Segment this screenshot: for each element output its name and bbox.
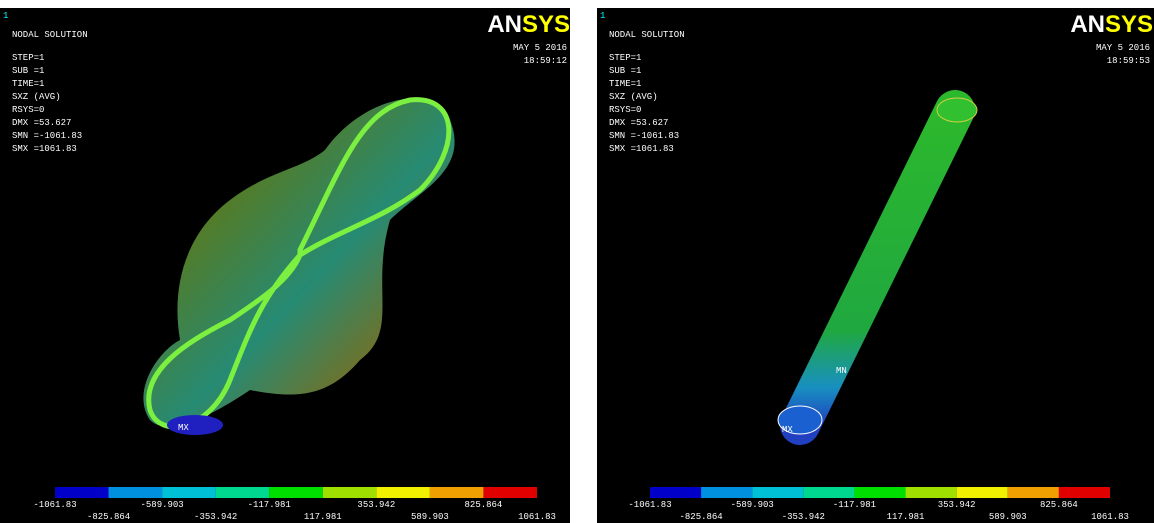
info-line: RSYS=0 [609,105,641,115]
legend-swatch [1008,487,1059,498]
legend-label: -589.903 [731,500,774,510]
legend-label: 1061.83 [1091,512,1129,522]
legend-swatch [906,487,957,498]
legend-label: -825.864 [87,512,130,522]
legend-swatch [701,487,752,498]
legend-swatch [1059,487,1110,498]
legend-label: 353.942 [357,500,395,510]
date: MAY 5 2016 [513,43,567,53]
legend-label: 825.864 [465,500,503,510]
info-line: TIME=1 [12,79,44,89]
logo: ANSYS [1070,11,1153,38]
legend-swatch [269,487,323,498]
legend-label: 1061.83 [518,512,556,522]
legend-label: -353.942 [194,512,237,522]
legend-swatch [376,487,430,498]
info-line: STEP=1 [609,53,641,63]
info-line: SMN =-1061.83 [609,131,679,141]
legend-label: 117.981 [304,512,342,522]
legend-swatch [752,487,803,498]
info-line: SXZ (AVG) [609,92,658,102]
legend-swatch [162,487,216,498]
info-line: RSYS=0 [12,105,44,115]
legend-label: -117.981 [833,500,876,510]
screenshot: 1 NODAL SOLUTION STEP=1 SUB =1 TIME=1 SXZ (AV… [0,0,1154,523]
legend-label: 117.981 [887,512,925,522]
legend-swatch [650,487,701,498]
info-line: SMX =1061.83 [12,144,77,154]
info-line: STEP=1 [12,53,44,63]
legend-label: -117.981 [248,500,291,510]
panel-title: NODAL SOLUTION [609,30,685,40]
legend-label: 825.864 [1040,500,1078,510]
time: 18:59:53 [1107,56,1150,66]
info-line: SUB =1 [609,66,641,76]
logo: ANSYS [487,11,570,38]
info-line: DMX =53.627 [609,118,668,128]
info-line: SUB =1 [12,66,44,76]
info-line: SMX =1061.83 [609,144,674,154]
window-number: 1 [600,11,605,21]
legend-swatch [957,487,1008,498]
marker-label: MX [178,423,189,433]
legend-label: -589.903 [141,500,184,510]
legend-swatch [803,487,854,498]
legend-swatch [55,487,109,498]
legend-label: 589.903 [411,512,449,522]
legend-swatch [109,487,163,498]
legend-swatch [323,487,377,498]
legend-label: 589.903 [989,512,1027,522]
date: MAY 5 2016 [1096,43,1150,53]
legend-label: -353.942 [782,512,825,522]
marker-label: MX [782,425,793,435]
legend-label: -825.864 [680,512,723,522]
info-line: TIME=1 [609,79,641,89]
info-line: SMN =-1061.83 [12,131,82,141]
legend-label: -1061.83 [628,500,671,510]
time: 18:59:12 [524,56,567,66]
legend-label: -1061.83 [33,500,76,510]
legend-swatch [430,487,484,498]
info-line: SXZ (AVG) [12,92,61,102]
legend-label: 353.942 [938,500,976,510]
legend-swatch [483,487,537,498]
marker-label: MN [836,366,847,376]
legend-swatch [216,487,270,498]
legend-swatch [854,487,905,498]
panel-title: NODAL SOLUTION [12,30,88,40]
info-line: DMX =53.627 [12,118,71,128]
page: {"panels": [ {"window_number": "1", "tit… [0,0,1154,523]
window-number: 1 [3,11,8,21]
